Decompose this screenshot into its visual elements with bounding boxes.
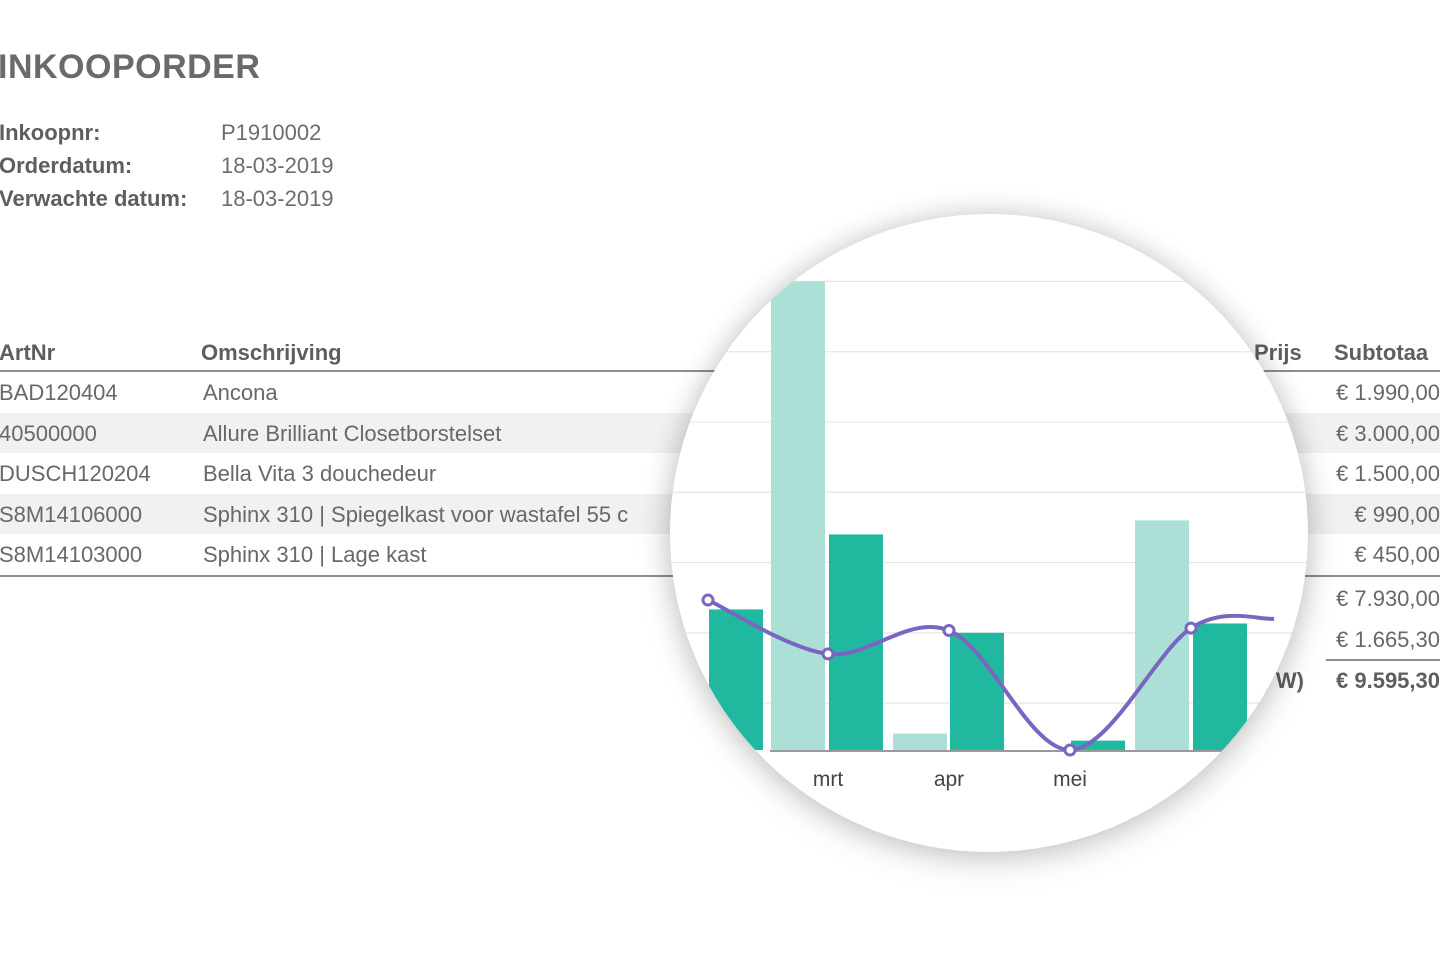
meta-value: 18-03-2019 [221, 152, 334, 178]
magnifier-chart: mrt apr mei [670, 214, 1308, 852]
table-row: S8M14103000 Sphinx 310 | Lage kast € 450… [0, 534, 1440, 575]
header-artnr: ArtNr [0, 340, 56, 365]
document-title: INKOOPORDER [0, 48, 261, 86]
cell-subtotaal: € 1.500,00 [1336, 461, 1440, 486]
bar-dark-series [1071, 740, 1125, 750]
meta-row-inkoopnr: Inkoopnr: P1910002 [0, 116, 334, 149]
cell-artnr: BAD120404 [0, 380, 118, 405]
header-subtotaal: Subtotaa [1334, 340, 1429, 365]
order-meta: Inkoopnr: P1910002 Orderdatum: 18-03-201… [0, 116, 334, 215]
meta-value: P1910002 [221, 119, 322, 145]
cell-subtotaal: € 1.990,00 [1336, 380, 1440, 405]
chart-svg: mrt apr mei [670, 280, 1308, 791]
order-summary: € 7.930,00 € 1.665,30 W) € 9.595,30 [0, 577, 1440, 701]
meta-row-verwachte-datum: Verwachte datum: 18-03-2019 [0, 182, 334, 215]
line-point [942, 624, 956, 637]
cell-omschrijving: Allure Brilliant Closetborstelset [203, 420, 502, 446]
summary-subtotal-value: € 7.930,00 [1336, 585, 1440, 611]
summary-total-value: € 9.595,30 [1336, 667, 1440, 693]
meta-label: Verwachte datum: [0, 185, 188, 211]
line-point [821, 647, 835, 661]
summary-row-subtotal: € 7.930,00 [0, 577, 1440, 618]
cell-artnr: S8M14103000 [0, 542, 143, 567]
summary-vat-value: € 1.665,30 [1336, 626, 1440, 652]
bar-light-series [771, 281, 825, 750]
bar-light-series [893, 733, 947, 750]
cell-artnr: 40500000 [0, 420, 97, 446]
cell-subtotaal: € 3.000,00 [1336, 420, 1440, 446]
summary-total-label: W) [1275, 667, 1304, 693]
cell-omschrijving: Ancona [203, 380, 278, 405]
cell-omschrijving: Bella Vita 3 douchedeur [203, 461, 437, 486]
cell-subtotaal: € 990,00 [1354, 501, 1440, 527]
cell-artnr: DUSCH120204 [0, 461, 151, 486]
table-row: DUSCH120204 Bella Vita 3 douchedeur € 1.… [0, 453, 1440, 494]
line-point [701, 593, 715, 607]
summary-row-total: W) € 9.595,30 [0, 658, 1440, 700]
meta-label: Inkoopnr: [0, 119, 101, 145]
cell-subtotaal: € 450,00 [1354, 542, 1440, 567]
x-tick-label: mei [1053, 768, 1087, 791]
meta-row-orderdatum: Orderdatum: 18-03-2019 [0, 149, 334, 182]
cell-omschrijving: Sphinx 310 | Lage kast [203, 542, 427, 567]
summary-row-vat: € 1.665,30 [0, 618, 1440, 659]
x-tick-label: mrt [813, 768, 843, 791]
bar-dark-series [709, 609, 763, 750]
meta-label: Orderdatum: [0, 152, 133, 178]
line-point [1063, 743, 1077, 757]
x-tick-label: apr [934, 768, 964, 791]
cell-artnr: S8M14106000 [0, 501, 143, 527]
line-point [1184, 621, 1198, 635]
table-row: BAD120404 Ancona € 1.990,00 [0, 372, 1440, 413]
meta-value: 18-03-2019 [221, 185, 334, 211]
header-omschrijving: Omschrijving [201, 340, 342, 365]
header-prijs: Prijs [1254, 340, 1302, 365]
bar-dark-series [1193, 623, 1247, 750]
cell-omschrijving: Sphinx 310 | Spiegelkast voor wastafel 5… [203, 501, 629, 527]
